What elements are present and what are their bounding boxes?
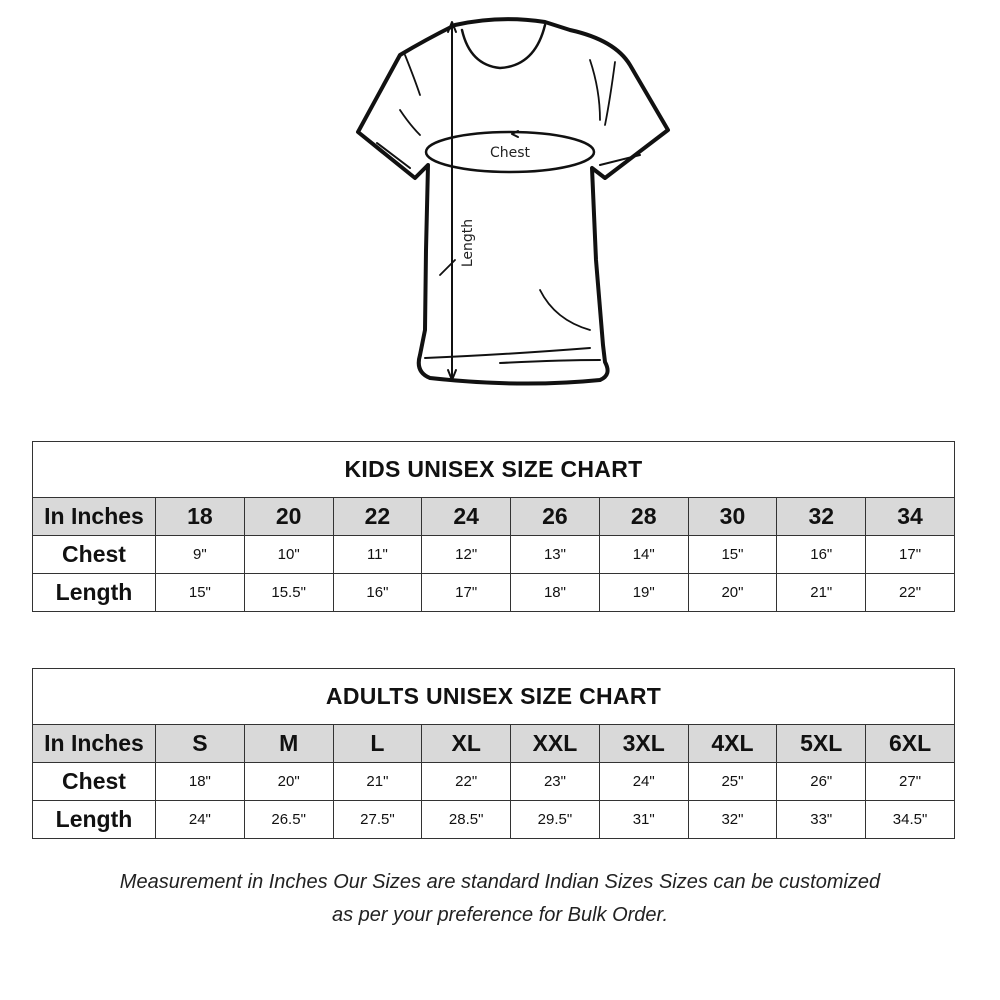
chest-arrow-icon: [511, 130, 519, 138]
value-cell: 22": [421, 762, 512, 801]
row-label: Chest: [32, 762, 156, 801]
kids-table-title: KIDS UNISEX SIZE CHART: [32, 441, 955, 498]
adults-size-table: ADULTS UNISEX SIZE CHART In Inches S M L…: [32, 668, 955, 839]
value-cell: 34.5": [865, 800, 955, 839]
value-cell: 9": [155, 535, 245, 574]
value-cell: 28.5": [421, 800, 512, 839]
size-cell: M: [243, 724, 334, 763]
size-cell: 5XL: [776, 724, 867, 763]
value-cell: 32": [687, 800, 778, 839]
footer-line-1: Measurement in Inches Our Sizes are stan…: [119, 871, 881, 893]
adults-table-title: ADULTS UNISEX SIZE CHART: [32, 668, 955, 725]
value-cell: 27.5": [332, 800, 423, 839]
table-row: Length 24" 26.5" 27.5" 28.5" 29.5" 31" 3…: [32, 800, 955, 839]
value-cell: 24": [155, 800, 245, 839]
value-cell: 17": [865, 535, 955, 574]
value-cell: 17": [421, 573, 512, 612]
value-cell: 16": [332, 573, 423, 612]
size-cell: 4XL: [687, 724, 778, 763]
value-cell: 21": [776, 573, 867, 612]
value-cell: 29.5": [510, 800, 600, 839]
value-cell: 23": [510, 762, 600, 801]
value-cell: 20": [687, 573, 778, 612]
size-cell: 28: [598, 497, 689, 536]
value-cell: 12": [421, 535, 512, 574]
collar: [460, 23, 547, 70]
size-cell: 3XL: [598, 724, 689, 763]
value-cell: 24": [598, 762, 689, 801]
table-row: Chest 18" 20" 21" 22" 23" 24" 25" 26" 27…: [32, 762, 955, 801]
value-cell: 25": [687, 762, 778, 801]
size-cell: 30: [687, 497, 778, 536]
size-cell: 24: [421, 497, 512, 536]
value-cell: 21": [332, 762, 423, 801]
chest-label: Chest: [490, 145, 531, 161]
value-cell: 11": [332, 535, 423, 574]
length-arrow-bottom-icon: [447, 369, 457, 381]
size-cell: 34: [865, 497, 955, 536]
size-cell: XXL: [510, 724, 600, 763]
value-cell: 15": [687, 535, 778, 574]
header-label: In Inches: [32, 724, 156, 763]
size-cell: 22: [332, 497, 423, 536]
footer-note: Measurement in Inches Our Sizes are stan…: [0, 866, 1000, 932]
kids-header-row: In Inches 18 20 22 24 26 28 30 32 34: [32, 497, 955, 536]
header-label: In Inches: [32, 497, 156, 536]
value-cell: 31": [598, 800, 689, 839]
tshirt-outline: [356, 17, 670, 386]
adults-header-row: In Inches S M L XL XXL 3XL 4XL 5XL 6XL: [32, 724, 955, 763]
value-cell: 15.5": [243, 573, 334, 612]
value-cell: 33": [776, 800, 867, 839]
size-cell: 26: [510, 497, 600, 536]
value-cell: 19": [598, 573, 689, 612]
size-cell: L: [332, 724, 423, 763]
chest-measure-ellipse: [424, 130, 596, 174]
size-cell: 18: [155, 497, 245, 536]
footer-line-2: as per your preference for Bulk Order.: [331, 904, 669, 926]
value-cell: 18": [155, 762, 245, 801]
row-label: Chest: [32, 535, 156, 574]
value-cell: 14": [598, 535, 689, 574]
length-arrow-top-icon: [447, 21, 457, 33]
row-label: Length: [32, 573, 156, 612]
value-cell: 18": [510, 573, 600, 612]
table-row: Chest 9" 10" 11" 12" 13" 14" 15" 16" 17": [32, 535, 955, 574]
tshirt-diagram: Chest Length: [356, 17, 670, 386]
value-cell: 13": [510, 535, 600, 574]
value-cell: 16": [776, 535, 867, 574]
size-cell: S: [155, 724, 245, 763]
value-cell: 10": [243, 535, 334, 574]
value-cell: 22": [865, 573, 955, 612]
row-label: Length: [32, 800, 156, 839]
size-cell: XL: [421, 724, 512, 763]
size-cell: 32: [776, 497, 867, 536]
value-cell: 26.5": [243, 800, 334, 839]
kids-size-table: KIDS UNISEX SIZE CHART In Inches 18 20 2…: [32, 441, 955, 612]
table-row: Length 15" 15.5" 16" 17" 18" 19" 20" 21"…: [32, 573, 955, 612]
value-cell: 26": [776, 762, 867, 801]
value-cell: 15": [155, 573, 245, 612]
value-cell: 27": [865, 762, 955, 801]
length-label: Length: [460, 219, 476, 267]
value-cell: 20": [243, 762, 334, 801]
size-cell: 20: [243, 497, 334, 536]
size-cell: 6XL: [865, 724, 955, 763]
